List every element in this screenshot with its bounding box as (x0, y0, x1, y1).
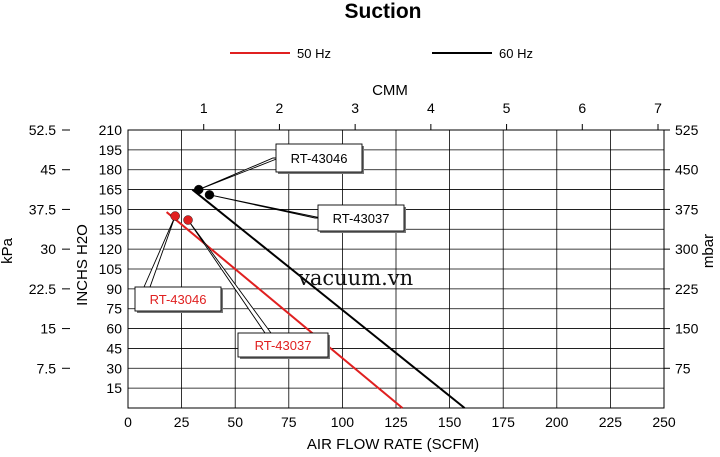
cmm-tick-label: 6 (578, 100, 586, 116)
y-tick-label: 210 (99, 122, 123, 138)
y-tick-label: 45 (106, 340, 122, 356)
x-tick-label: 200 (545, 414, 569, 430)
legend: 50 Hz 60 Hz (230, 46, 533, 61)
callout-label: RT-43037 (333, 211, 390, 226)
kpa-axis-title: kPa (0, 237, 16, 264)
x-tick-label: 175 (492, 414, 516, 430)
kpa-tick-label: 22.5 (29, 281, 56, 297)
y-tick-label: 180 (99, 162, 123, 178)
cmm-tick-labels: 1 2 3 4 5 6 7 (200, 100, 662, 130)
y-tick-label: 75 (106, 301, 122, 317)
callout-label: RT-43046 (150, 292, 207, 307)
x-tick-label: 25 (174, 414, 190, 430)
y-tick-label: 105 (99, 261, 123, 277)
cmm-tick-label: 2 (276, 100, 284, 116)
mbar-tick-labels: 75 150 225 300 375 450 525 (664, 122, 699, 376)
x-tick-label: 100 (331, 414, 355, 430)
y-tick-label: 30 (106, 360, 122, 376)
mbar-axis-title: mbar (700, 234, 717, 268)
callout-box (237, 332, 329, 358)
callout-box (134, 286, 222, 312)
mbar-tick-label: 525 (675, 122, 699, 138)
mbar-tick-label: 300 (675, 241, 699, 257)
x-tick-label: 250 (652, 414, 676, 430)
y-tick-label: 135 (99, 221, 123, 237)
callout-box (275, 143, 363, 173)
mbar-tick-label: 150 (675, 321, 699, 337)
kpa-tick-label: 52.5 (29, 122, 56, 138)
callout-label: RT-43037 (255, 338, 312, 353)
chart-title: Suction (345, 0, 422, 23)
y-tick-label: 60 (106, 321, 122, 337)
x-axis-title: AIR FLOW RATE (SCFM) (307, 436, 479, 453)
top-axis-title: CMM (372, 82, 408, 99)
cmm-tick-label: 4 (427, 100, 435, 116)
kpa-tick-label: 37.5 (29, 201, 56, 217)
mbar-tick-label: 450 (675, 162, 699, 178)
x-tick-label: 0 (124, 414, 132, 430)
x-tick-label: 150 (438, 414, 462, 430)
callout-box (317, 204, 405, 232)
data-point-marker (170, 211, 180, 221)
legend-label-60hz: 60 Hz (499, 46, 533, 61)
kpa-tick-label: 30 (40, 241, 56, 257)
callout-leader (143, 215, 176, 288)
data-points (170, 184, 215, 225)
kpa-tick-label: 15 (40, 321, 56, 337)
series-line-60hz (191, 188, 466, 409)
legend-label-50hz: 50 Hz (297, 46, 331, 61)
x-tick-label: 125 (384, 414, 408, 430)
mbar-tick-label: 75 (675, 360, 691, 376)
data-point-marker (183, 215, 193, 225)
x-tick-label: 225 (599, 414, 623, 430)
callout-leader (198, 157, 280, 190)
y-tick-label: 195 (99, 142, 123, 158)
inches-h2o-axis-title: INCHS H2O (74, 224, 91, 306)
callout-leader (187, 219, 272, 334)
cmm-tick-label: 1 (200, 100, 208, 116)
cmm-tick-label: 5 (503, 100, 511, 116)
x-tick-labels: 0 25 50 75 100 125 150 175 200 225 250 (124, 414, 676, 430)
x-tick-label: 50 (227, 414, 243, 430)
cmm-tick-label: 7 (654, 100, 662, 116)
kpa-tick-labels: 7.5 15 22.5 30 37.5 45 52.5 (29, 122, 70, 376)
mbar-tick-label: 225 (675, 281, 699, 297)
kpa-tick-label: 7.5 (37, 360, 57, 376)
mbar-tick-label: 375 (675, 201, 699, 217)
data-point-marker (204, 190, 215, 200)
callout-leader (209, 194, 322, 219)
y-tick-label: 150 (99, 201, 123, 217)
callout-label: RT-43046 (291, 151, 348, 166)
y-tick-label: 120 (99, 241, 123, 257)
callouts: RT-43046 RT-43037 RT-43046 RT-43037 (134, 143, 406, 359)
cmm-tick-label: 3 (351, 100, 359, 116)
y-tick-label: 15 (106, 380, 122, 396)
y-tick-label: 90 (106, 281, 122, 297)
data-point-marker (194, 184, 204, 195)
y-tick-label: 165 (99, 182, 123, 198)
y-tick-labels: 15 30 45 60 75 90 105 120 135 150 165 180 195 210 (99, 122, 123, 396)
watermark: vacuum.vn (297, 266, 413, 290)
x-tick-label: 75 (281, 414, 297, 430)
kpa-tick-label: 45 (40, 162, 56, 178)
